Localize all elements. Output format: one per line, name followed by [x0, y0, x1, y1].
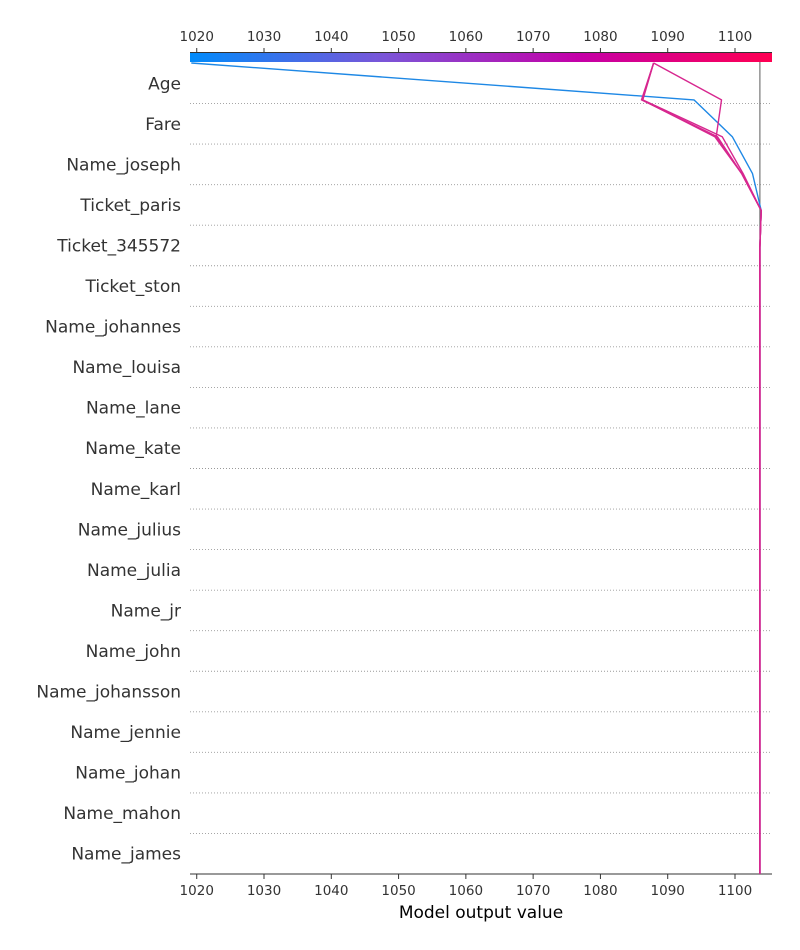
x-tick-label: 1080 — [583, 883, 617, 899]
x-tick-label: 1090 — [651, 883, 685, 899]
feature-label: Name_lane — [86, 399, 181, 419]
colorbar-gradient — [190, 53, 772, 62]
feature-label: Name_johan — [75, 764, 181, 784]
top-tick-label: 1060 — [449, 29, 483, 45]
decision-line — [191, 62, 762, 874]
feature-label: Ticket_paris — [79, 196, 181, 216]
decision-line — [640, 62, 762, 874]
axes: 1020 1020 1030 1030 1040 1040 1050 1050 1060 1060… — [180, 29, 772, 899]
feature-label: Name_joseph — [66, 155, 181, 175]
top-tick-label: 1080 — [583, 29, 617, 45]
top-tick-label: 1070 — [516, 29, 550, 45]
top-tick-label: 1050 — [381, 29, 415, 45]
decision-line — [641, 62, 762, 874]
colorbar — [190, 53, 772, 62]
decision-lines — [191, 62, 762, 874]
feature-label: Name_julius — [78, 520, 181, 540]
x-tick-label: 1040 — [314, 883, 348, 899]
feature-label: Name_johannes — [45, 318, 181, 338]
feature-label: Name_julia — [87, 561, 181, 581]
top-tick-label: 1100 — [718, 29, 752, 45]
feature-label: Name_john — [86, 642, 181, 662]
feature-label: Ticket_ston — [85, 277, 182, 297]
top-tick-label: 1020 — [180, 29, 214, 45]
x-tick-label: 1050 — [381, 883, 415, 899]
x-tick-label: 1100 — [718, 883, 752, 899]
top-tick-label: 1040 — [314, 29, 348, 45]
feature-labels: Age Fare Name_joseph Ticket_paris Ticket_345… — [36, 74, 181, 864]
x-tick-label: 1020 — [180, 883, 214, 899]
feature-label: Age — [148, 74, 181, 94]
feature-label: Name_mahon — [63, 804, 181, 824]
gridlines — [190, 103, 772, 834]
top-tick-label: 1090 — [651, 29, 685, 45]
feature-label: Name_louisa — [72, 358, 181, 378]
top-tick-label: 1030 — [247, 29, 281, 45]
x-tick-label: 1030 — [247, 883, 281, 899]
feature-label: Name_jr — [111, 601, 181, 621]
decision-line — [642, 62, 762, 874]
x-tick-label: 1070 — [516, 883, 550, 899]
x-tick-label: 1060 — [449, 883, 483, 899]
feature-label: Name_james — [71, 845, 181, 865]
feature-label: Name_kate — [85, 439, 181, 459]
feature-label: Name_karl — [91, 480, 181, 500]
feature-label: Fare — [145, 115, 181, 135]
x-axis-title: Model output value — [399, 903, 563, 923]
feature-label: Name_johansson — [36, 683, 181, 703]
feature-label: Ticket_345572 — [56, 236, 181, 256]
feature-label: Name_jennie — [70, 723, 181, 743]
